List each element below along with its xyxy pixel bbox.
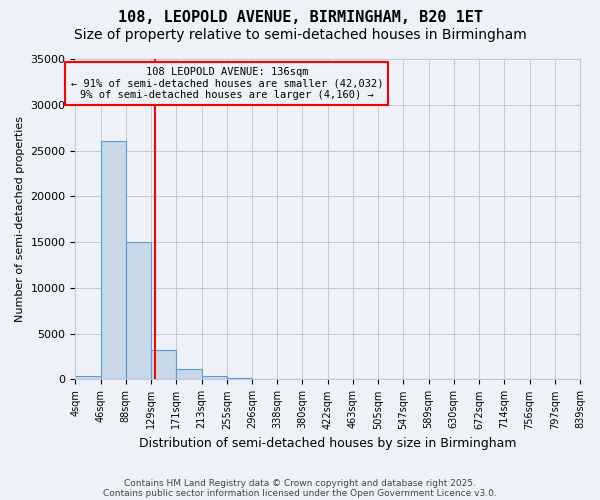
X-axis label: Distribution of semi-detached houses by size in Birmingham: Distribution of semi-detached houses by …	[139, 437, 517, 450]
Bar	[76, 376, 101, 380]
Text: 108 LEOPOLD AVENUE: 136sqm
← 91% of semi-detached houses are smaller (42,032)
9%: 108 LEOPOLD AVENUE: 136sqm ← 91% of semi…	[71, 67, 383, 100]
Bar	[202, 376, 227, 380]
Text: Size of property relative to semi-detached houses in Birmingham: Size of property relative to semi-detach…	[74, 28, 526, 42]
Text: Contains HM Land Registry data © Crown copyright and database right 2025.: Contains HM Land Registry data © Crown c…	[124, 478, 476, 488]
Bar	[227, 378, 252, 380]
Bar	[101, 142, 126, 380]
Y-axis label: Number of semi-detached properties: Number of semi-detached properties	[15, 116, 25, 322]
Text: Contains public sector information licensed under the Open Government Licence v3: Contains public sector information licen…	[103, 488, 497, 498]
Text: 108, LEOPOLD AVENUE, BIRMINGHAM, B20 1ET: 108, LEOPOLD AVENUE, BIRMINGHAM, B20 1ET	[118, 10, 482, 25]
Bar	[176, 370, 202, 380]
Bar	[126, 242, 151, 380]
Bar	[151, 350, 176, 380]
